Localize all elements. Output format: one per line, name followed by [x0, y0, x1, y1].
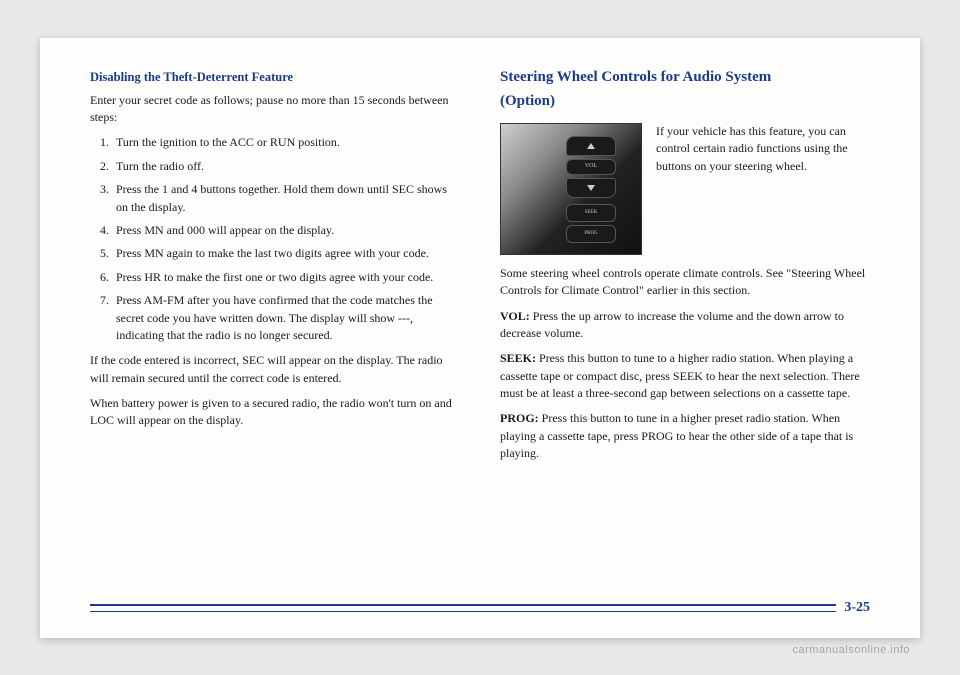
prog-text: Press this button to tune in a higher pr… [500, 411, 853, 460]
left-paragraph: If the code entered is incorrect, SEC wi… [90, 352, 460, 387]
step-item: Press the 1 and 4 buttons together. Hold… [112, 181, 460, 216]
page-number: 3-25 [844, 600, 870, 616]
prog-button: PROG [566, 225, 616, 243]
step-item: Press AM-FM after you have confirmed tha… [112, 292, 460, 344]
right-subheading: (Option) [500, 91, 870, 113]
arrow-down-icon [587, 185, 595, 191]
vol-label: VOL: [500, 309, 530, 323]
vol-paragraph: VOL: Press the up arrow to increase the … [500, 308, 870, 343]
steps-list: Turn the ignition to the ACC or RUN posi… [90, 134, 460, 344]
volume-up-button [566, 136, 616, 156]
left-column: Disabling the Theft-Deterrent Feature En… [90, 68, 460, 618]
watermark-text: carmanualsonline.info [792, 644, 910, 656]
steering-wheel-photo: VOL SEEK PROG [500, 123, 642, 255]
step-item: Press MN and 000 will appear on the disp… [112, 222, 460, 239]
step-item: Turn the radio off. [112, 158, 460, 175]
prog-paragraph: PROG: Press this button to tune in a hig… [500, 410, 870, 462]
vol-label-button: VOL [566, 159, 616, 175]
volume-down-button [566, 178, 616, 198]
right-heading: Steering Wheel Controls for Audio System [500, 68, 870, 88]
arrow-up-icon [587, 143, 595, 149]
right-paragraph: Some steering wheel controls operate cli… [500, 265, 870, 300]
right-column: Steering Wheel Controls for Audio System… [500, 68, 870, 618]
step-item: Turn the ignition to the ACC or RUN posi… [112, 134, 460, 151]
steering-buttons: VOL SEEK PROG [566, 136, 616, 246]
left-intro: Enter your secret code as follows; pause… [90, 92, 460, 127]
seek-paragraph: SEEK: Press this button to tune to a hig… [500, 350, 870, 402]
vol-text: Press the up arrow to increase the volum… [500, 309, 844, 340]
rule-lines [90, 604, 836, 612]
seek-text: Press this button to tune to a higher ra… [500, 351, 860, 400]
page-footer-rule: 3-25 [90, 600, 870, 616]
step-item: Press HR to make the first one or two di… [112, 269, 460, 286]
prog-label: PROG: [500, 411, 539, 425]
image-with-text: VOL SEEK PROG If your vehicle has this f… [500, 123, 870, 255]
left-paragraph: When battery power is given to a secured… [90, 395, 460, 430]
seek-button: SEEK [566, 204, 616, 222]
image-caption: If your vehicle has this feature, you ca… [656, 123, 870, 255]
seek-label: SEEK: [500, 351, 536, 365]
left-heading: Disabling the Theft-Deterrent Feature [90, 68, 460, 86]
manual-page: Disabling the Theft-Deterrent Feature En… [40, 38, 920, 638]
step-item: Press MN again to make the last two digi… [112, 245, 460, 262]
